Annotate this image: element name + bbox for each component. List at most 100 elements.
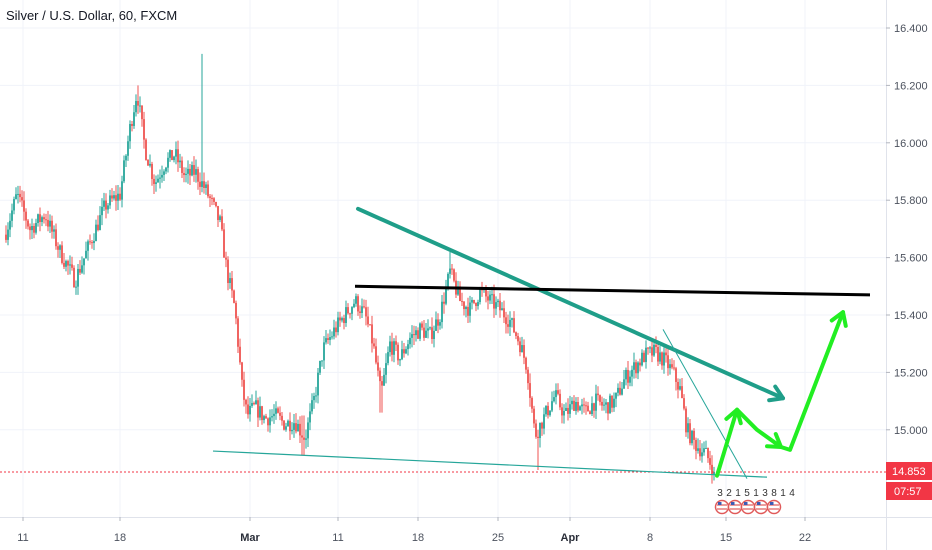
last-price-badge-bg — [886, 462, 932, 480]
candle-body — [617, 387, 619, 393]
candle-body — [355, 296, 357, 304]
candle-body — [637, 362, 639, 374]
candle-body — [407, 344, 409, 350]
candle-body — [287, 420, 289, 427]
candle-body — [261, 406, 263, 421]
candle-body — [599, 395, 601, 402]
candle-body — [565, 407, 567, 411]
candle-body — [491, 294, 493, 296]
candle-body — [109, 195, 111, 206]
candle-body — [61, 245, 63, 263]
candle-body — [499, 300, 501, 311]
y-tick-label: 16.400 — [894, 23, 928, 35]
flag-canton — [757, 502, 761, 505]
candle-body — [643, 352, 645, 362]
candle-body — [357, 296, 359, 312]
candle-body — [669, 364, 671, 369]
candle-body — [503, 308, 505, 318]
candle-body — [189, 168, 191, 176]
candle-body — [487, 296, 489, 301]
flag-circle — [740, 499, 756, 515]
candle-body — [151, 163, 153, 179]
candle-body — [133, 112, 135, 126]
candle-body — [485, 289, 487, 297]
candle-body — [681, 386, 683, 399]
y-tick-label: 15.800 — [894, 195, 928, 207]
candle-body — [121, 181, 123, 200]
candle-body — [221, 216, 223, 230]
candle-body — [63, 262, 65, 267]
candle-body — [21, 197, 23, 201]
candle-body — [569, 404, 571, 414]
candle-body — [453, 269, 455, 281]
candle-body — [405, 349, 407, 354]
candle-body — [649, 347, 651, 349]
candle-body — [5, 234, 7, 240]
candle-body — [677, 381, 679, 390]
candle-body — [49, 220, 51, 227]
candle-body — [201, 181, 203, 187]
flag-circle — [727, 499, 743, 515]
candle-body — [311, 400, 313, 412]
candle-body — [87, 241, 89, 251]
candle-body — [125, 155, 127, 161]
us-flag-icon[interactable] — [753, 499, 769, 515]
candle-body — [555, 390, 557, 398]
candle-body — [703, 448, 705, 453]
candle-body — [175, 149, 177, 157]
candle-body — [217, 206, 219, 221]
candle-body — [275, 408, 277, 414]
candle-body — [563, 410, 565, 416]
candle-body — [193, 165, 195, 175]
candle-body — [479, 289, 481, 303]
candle-body — [51, 220, 53, 232]
candle-body — [519, 341, 521, 353]
x-tick-label: 18 — [114, 532, 126, 544]
us-flag-icon[interactable] — [740, 499, 756, 515]
candle-body — [323, 342, 325, 361]
candle-body — [11, 210, 13, 221]
candle-body — [9, 220, 11, 230]
candle-body — [143, 119, 145, 140]
candle-body — [551, 401, 553, 411]
candle-body — [291, 429, 293, 432]
price-badges: 14.853 07:57 — [886, 462, 932, 500]
flag-canton — [718, 502, 722, 505]
us-flag-icon[interactable] — [714, 499, 730, 515]
candle-body — [623, 379, 625, 389]
candle-body — [437, 319, 439, 326]
candle-body — [223, 229, 225, 258]
candle-body — [243, 379, 245, 400]
candle-body — [231, 278, 233, 291]
candle-body — [153, 178, 155, 184]
candle-body — [663, 352, 665, 366]
candle-body — [387, 352, 389, 364]
candle-body — [267, 418, 269, 426]
candle-body — [85, 250, 87, 259]
candle-body — [209, 196, 211, 198]
candle-body — [547, 405, 549, 416]
candle-body — [417, 330, 419, 339]
candle-body — [549, 410, 551, 416]
candle-body — [513, 318, 515, 333]
candle-body — [79, 268, 81, 273]
candle-body — [99, 215, 101, 231]
candle-body — [239, 346, 241, 363]
candle-body — [361, 306, 363, 313]
candle-body — [327, 338, 329, 340]
candle-body — [215, 201, 217, 207]
candle-body — [557, 390, 559, 394]
candle-body — [423, 327, 425, 338]
candle-body — [647, 347, 649, 349]
candle-body — [711, 464, 713, 475]
candle-body — [107, 205, 109, 210]
us-flag-icon[interactable] — [766, 499, 782, 515]
candle-body — [259, 406, 261, 418]
candle-body — [537, 436, 539, 439]
projection-arrowhead — [724, 407, 743, 426]
us-flag-icon[interactable] — [727, 499, 743, 515]
